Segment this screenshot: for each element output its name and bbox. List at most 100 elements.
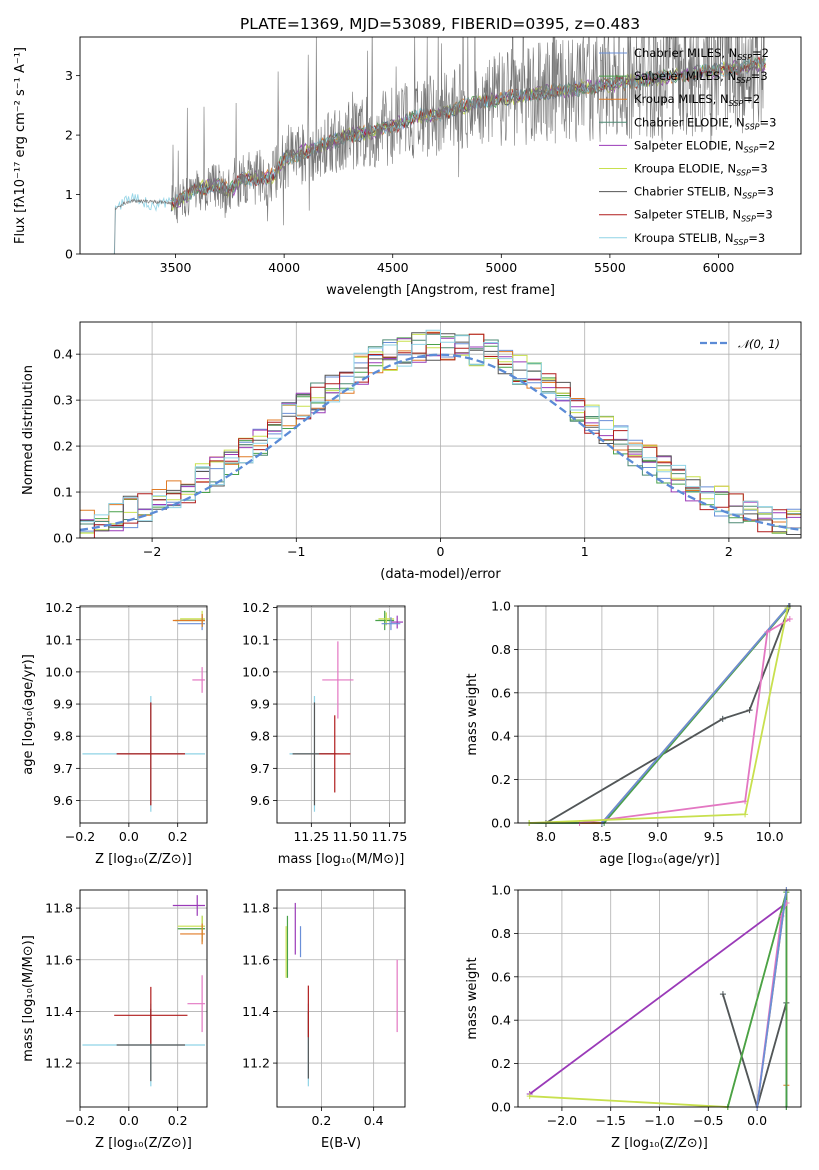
gaussian-reference-curve — [79, 353, 802, 532]
x-tick-label: 10.0 — [756, 829, 784, 844]
legend-entry-value: =2 — [743, 92, 760, 106]
age_vs_mass-grid — [277, 606, 405, 823]
y-tick-label: 11.4 — [242, 1004, 270, 1019]
weight_vs_age-lines — [526, 603, 793, 826]
legend-entry-subscript: SSP — [737, 53, 752, 62]
y-tick-label: 1 — [65, 187, 73, 202]
x-tick-label: 9.0 — [648, 829, 668, 844]
y-axis-label: mass weight — [465, 957, 480, 1039]
weight-line — [756, 889, 788, 1108]
age_vs_mass-chart: 11.25 11.50 11.75 9.6 9.7 9.8 9.9 10.0 10.1 10.2 m… — [242, 600, 407, 867]
y-tick-label: 0.2 — [53, 439, 73, 454]
x-tick-label: 3500 — [160, 260, 192, 275]
mass_vs_ebv-grid — [277, 890, 405, 1107]
x-axis-label: age [log₁₀(age/yr)] — [599, 852, 720, 867]
legend-entry-name: Chabrier ELODIE, N — [634, 115, 745, 129]
x-tick-label: −0.2 — [65, 829, 95, 844]
legend-entry-value: =2 — [752, 46, 769, 60]
weight_vs_age-grid — [518, 605, 801, 824]
x-tick-label: 2 — [725, 544, 733, 559]
x-tick-label: 11.50 — [332, 829, 368, 844]
weight-line — [529, 902, 787, 1095]
x-tick-label: 8.0 — [536, 829, 556, 844]
x-tick-label: −1.0 — [644, 1113, 674, 1128]
y-tick-label: 10.1 — [45, 632, 73, 647]
axes-frame — [517, 605, 802, 824]
y-tick-label: 0.1 — [53, 485, 73, 500]
age_vs_mass-points — [289, 610, 403, 812]
y-tick-label: 0.8 — [491, 642, 511, 657]
legend-entry-value: =3 — [760, 115, 777, 129]
x-axis-label: Z [log₁₀(Z/Z⊙)] — [95, 852, 192, 867]
y-axis-label: Normed distribution — [21, 365, 36, 495]
weight-marker — [746, 707, 753, 714]
figure-title: PLATE=1369, MJD=53089, FIBERID=0395, z=0… — [240, 15, 640, 33]
legend-entry: Chabrier STELIB, NSSP=3 — [634, 185, 774, 201]
legend-entry-subscript: SSP — [729, 99, 744, 108]
legend-entry-name: Salpeter MILES, N — [634, 69, 736, 83]
x-axis-label: wavelength [Angstrom, rest frame] — [326, 283, 555, 298]
y-tick-label: 11.4 — [45, 1004, 73, 1019]
y-tick-label: 10.2 — [242, 600, 270, 615]
age_vs_Z-chart: −0.2 0.0 0.2 9.6 9.7 9.8 9.9 10.0 10.1 10.2 Z [log… — [21, 600, 208, 867]
x-tick-label: 0.0 — [747, 1113, 767, 1128]
legend-entry-subscript: SSP — [742, 192, 757, 201]
spectrum-ticks: 3500 4000 4500 5000 5500 6000 0 1 2 3 — [65, 68, 734, 275]
legend-entry-name: Kroupa STELIB, N — [634, 231, 734, 245]
x-tick-label: 5000 — [485, 260, 517, 275]
weight-marker — [719, 991, 726, 998]
x-tick-label: 0.0 — [119, 829, 139, 844]
y-tick-label: 0.0 — [491, 816, 511, 831]
legend-entry-value: =2 — [758, 138, 775, 152]
age_vs_Z-points — [82, 610, 205, 812]
y-tick-label: 0.4 — [53, 347, 73, 362]
weight-marker — [742, 811, 749, 818]
weight_vs_Z-grid — [518, 889, 801, 1108]
y-tick-label: 2 — [65, 128, 73, 143]
weight-line — [529, 608, 789, 824]
x-axis-label: Z [log₁₀(Z/Z⊙)] — [95, 1136, 192, 1151]
residuals-chart: −2 −1 0 1 2 0.0 0.1 0.2 0.3 0.4 (data-model)/error… — [21, 321, 802, 582]
axes-frame — [79, 36, 802, 255]
legend-entry-name: Chabrier STELIB, N — [634, 185, 742, 199]
y-tick-label: 9.9 — [53, 697, 73, 712]
x-tick-label: 4000 — [268, 260, 300, 275]
x-tick-label: 1 — [581, 544, 589, 559]
weight-marker — [526, 1093, 533, 1100]
y-tick-label: 9.7 — [53, 761, 73, 776]
weight_vs_Z-ticks: −2.0 −1.5 −1.0 −0.5 0.0 0.0 0.2 0.4 0.6 0.8 1.0 — [491, 883, 767, 1129]
weight-marker — [786, 616, 793, 623]
mass_vs_ebv-points — [285, 902, 398, 1087]
legend-entry-value: =3 — [756, 208, 773, 222]
x-tick-label: 8.5 — [592, 829, 612, 844]
weight-line — [579, 618, 791, 824]
legend-entry-name: Chabrier MILES, N — [634, 46, 737, 60]
x-tick-label: 0.4 — [364, 1113, 384, 1128]
y-tick-label: 0.0 — [491, 1100, 511, 1115]
x-axis-label: E(B-V) — [321, 1136, 361, 1151]
axes-frame — [276, 605, 406, 824]
y-axis-label: mass [log₁₀(M/M⊙)] — [21, 935, 36, 1062]
x-tick-label: −1 — [287, 544, 305, 559]
y-tick-label: 11.6 — [45, 952, 73, 967]
legend-entry: Chabrier MILES, NSSP=2 — [634, 46, 769, 62]
axes-frame — [79, 605, 208, 824]
x-tick-label: −0.2 — [65, 1113, 95, 1128]
x-tick-label: −0.5 — [693, 1113, 723, 1128]
y-tick-label: 9.8 — [53, 729, 73, 744]
x-tick-label: 5500 — [594, 260, 626, 275]
age_vs_mass-ticks: 11.25 11.50 11.75 9.6 9.7 9.8 9.9 10.0 10.1 10.2 — [242, 600, 407, 844]
histogram-steps — [80, 329, 801, 539]
y-tick-label: 10.1 — [242, 632, 270, 647]
legend-entry-subscript: SSP — [736, 169, 751, 178]
mass_vs_Z-ticks: −0.2 0.0 0.2 11.2 11.4 11.6 11.8 — [45, 901, 187, 1128]
residuals-ticks: −2 −1 0 1 2 0.0 0.1 0.2 0.3 0.4 — [53, 347, 733, 559]
y-tick-label: 0.2 — [491, 772, 511, 787]
y-tick-label: 0.0 — [53, 531, 73, 546]
x-tick-label: 0.2 — [168, 1113, 188, 1128]
x-tick-label: 0.2 — [168, 829, 188, 844]
legend-entry: Salpeter MILES, NSSP=3 — [634, 69, 768, 85]
age_vs_Z-grid — [79, 606, 207, 823]
mass_vs_ebv-ticks: 0.2 0.4 11.2 11.4 11.6 11.8 — [242, 901, 383, 1128]
